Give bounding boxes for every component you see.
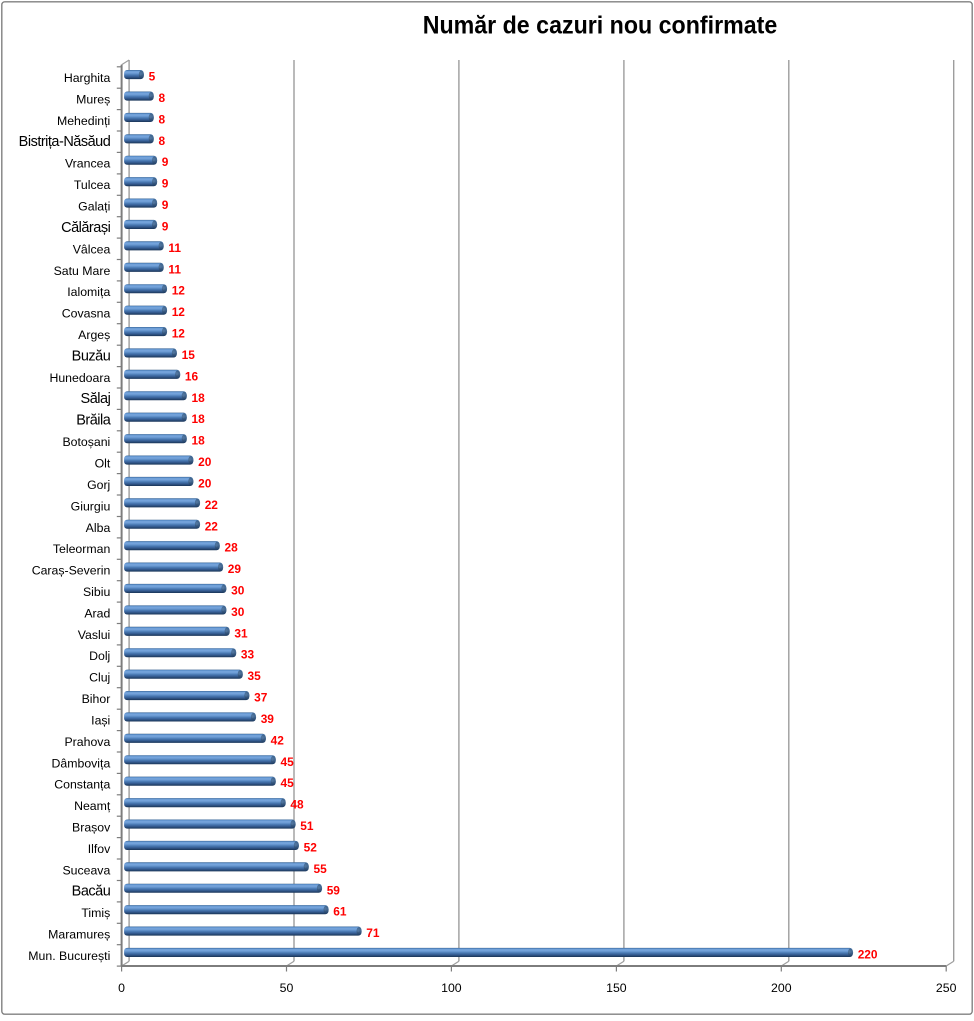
svg-text:Sibiu: Sibiu [83, 585, 111, 599]
svg-text:28: 28 [225, 541, 239, 555]
svg-text:11: 11 [168, 262, 181, 276]
svg-text:Gorj: Gorj [87, 478, 110, 492]
svg-text:Teleorman: Teleorman [53, 542, 111, 556]
svg-text:18: 18 [192, 434, 206, 448]
svg-text:45: 45 [281, 755, 295, 769]
svg-text:9: 9 [162, 177, 169, 191]
svg-text:Suceava: Suceava [62, 863, 110, 877]
svg-text:50: 50 [280, 981, 294, 995]
svg-text:150: 150 [606, 981, 627, 995]
svg-text:Galați: Galați [78, 200, 110, 214]
svg-text:8: 8 [159, 134, 166, 148]
svg-text:Caraș-Severin: Caraș-Severin [32, 564, 111, 578]
svg-text:22: 22 [205, 519, 219, 533]
svg-text:Botoșani: Botoșani [62, 435, 110, 449]
svg-text:Vâlcea: Vâlcea [73, 242, 111, 256]
svg-text:Bistrița-Năsăud: Bistrița-Năsăud [19, 134, 111, 150]
svg-text:Brașov: Brașov [72, 821, 111, 835]
svg-text:Prahova: Prahova [64, 735, 110, 749]
svg-text:20: 20 [198, 455, 212, 469]
svg-text:59: 59 [327, 883, 341, 897]
svg-text:Brăila: Brăila [76, 413, 112, 429]
svg-text:48: 48 [290, 798, 304, 812]
svg-text:8: 8 [159, 112, 166, 126]
svg-text:8: 8 [159, 91, 166, 105]
svg-text:33: 33 [241, 648, 255, 662]
svg-text:61: 61 [333, 905, 347, 919]
svg-text:30: 30 [231, 605, 245, 619]
svg-text:Constanța: Constanța [54, 778, 110, 792]
svg-text:200: 200 [771, 981, 792, 995]
svg-text:9: 9 [162, 155, 169, 169]
svg-text:18: 18 [192, 391, 206, 405]
svg-text:250: 250 [936, 981, 957, 995]
svg-text:Mehedinți: Mehedinți [57, 114, 110, 128]
svg-text:12: 12 [172, 284, 186, 298]
svg-text:Sălaj: Sălaj [81, 391, 111, 407]
svg-text:51: 51 [300, 819, 314, 833]
svg-text:22: 22 [205, 498, 219, 512]
svg-text:Maramureș: Maramureș [48, 928, 110, 942]
svg-text:Harghita: Harghita [64, 71, 111, 85]
svg-text:Satu Mare: Satu Mare [54, 264, 111, 278]
svg-text:220: 220 [858, 948, 878, 962]
svg-text:Ialomița: Ialomița [67, 285, 110, 299]
svg-text:11: 11 [168, 241, 181, 255]
svg-text:Argeș: Argeș [78, 328, 110, 342]
svg-text:Ilfov: Ilfov [88, 842, 111, 856]
svg-text:Dolj: Dolj [89, 649, 110, 663]
svg-text:39: 39 [261, 712, 275, 726]
svg-text:100: 100 [441, 981, 462, 995]
svg-text:71: 71 [366, 926, 380, 940]
svg-text:16: 16 [185, 369, 199, 383]
svg-text:Dâmbovița: Dâmbovița [52, 756, 111, 770]
svg-text:Călărași: Călărași [61, 220, 110, 236]
svg-text:0: 0 [118, 981, 125, 995]
svg-text:Buzău: Buzău [72, 348, 111, 364]
svg-text:Mun. București: Mun. București [28, 949, 110, 963]
svg-text:12: 12 [172, 327, 186, 341]
svg-text:30: 30 [231, 584, 245, 598]
svg-text:Cluj: Cluj [89, 671, 110, 685]
svg-text:9: 9 [162, 220, 169, 234]
svg-text:Număr de cazuri nou confirmate: Număr de cazuri nou confirmate [423, 12, 778, 40]
svg-text:12: 12 [172, 305, 186, 319]
svg-text:Giurgiu: Giurgiu [71, 499, 111, 513]
svg-text:Hunedoara: Hunedoara [49, 371, 110, 385]
svg-text:Alba: Alba [86, 521, 111, 535]
svg-text:Bihor: Bihor [82, 692, 111, 706]
svg-text:18: 18 [192, 412, 206, 426]
svg-text:42: 42 [271, 733, 285, 747]
svg-text:35: 35 [248, 669, 262, 683]
svg-text:9: 9 [162, 198, 169, 212]
svg-text:Bacău: Bacău [72, 884, 111, 900]
svg-text:Neamț: Neamț [74, 799, 111, 813]
svg-text:Arad: Arad [84, 606, 110, 620]
svg-text:Covasna: Covasna [62, 307, 111, 321]
svg-text:5: 5 [149, 70, 156, 84]
svg-text:52: 52 [304, 840, 318, 854]
svg-text:Tulcea: Tulcea [74, 178, 111, 192]
svg-text:Vrancea: Vrancea [65, 157, 111, 171]
svg-text:15: 15 [182, 348, 196, 362]
svg-text:45: 45 [281, 776, 295, 790]
svg-text:Mureș: Mureș [76, 93, 110, 107]
svg-text:Olt: Olt [95, 457, 111, 471]
svg-text:Vaslui: Vaslui [78, 628, 111, 642]
svg-text:Timiș: Timiș [81, 906, 110, 920]
svg-text:20: 20 [198, 476, 212, 490]
svg-text:55: 55 [314, 862, 328, 876]
svg-text:37: 37 [254, 691, 268, 705]
svg-text:Iași: Iași [91, 714, 110, 728]
svg-text:29: 29 [228, 562, 242, 576]
svg-text:31: 31 [234, 626, 248, 640]
